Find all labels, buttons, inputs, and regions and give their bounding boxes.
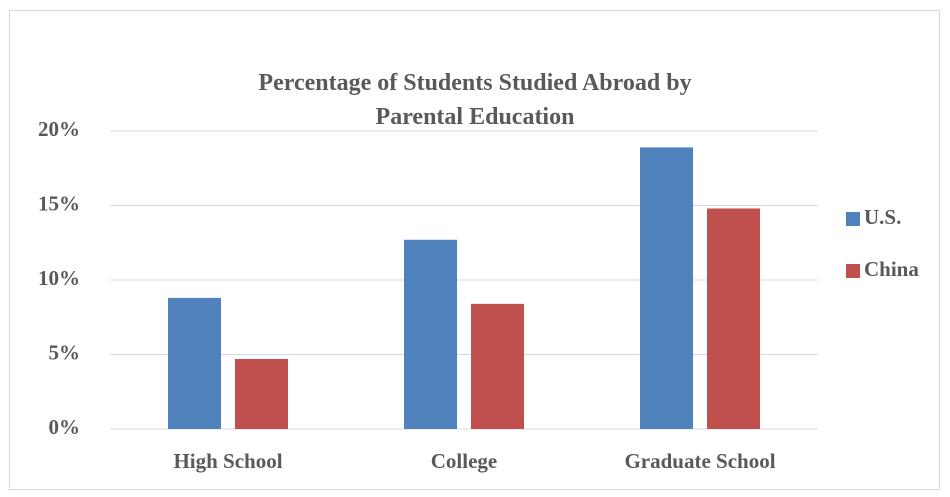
y-tick-label: 15% [38, 191, 80, 215]
bar [168, 297, 221, 429]
bar [404, 239, 457, 429]
bar [471, 303, 524, 429]
bar [640, 147, 693, 429]
y-tick-label: 0% [49, 415, 81, 439]
legend-label: China [864, 257, 919, 281]
y-tick-label: 5% [49, 340, 81, 364]
legend-swatch [846, 212, 860, 226]
bar [707, 208, 760, 429]
x-tick-label: College [431, 449, 497, 473]
chart-title: Percentage of Students Studied Abroad by… [258, 70, 692, 130]
y-tick-label: 20% [38, 117, 80, 141]
bar [235, 358, 288, 429]
x-tick-label: High School [173, 449, 282, 473]
x-tick-label: Graduate School [624, 449, 775, 473]
legend-label: U.S. [864, 205, 901, 229]
legend-swatch [846, 264, 860, 278]
y-tick-label: 10% [38, 266, 80, 290]
